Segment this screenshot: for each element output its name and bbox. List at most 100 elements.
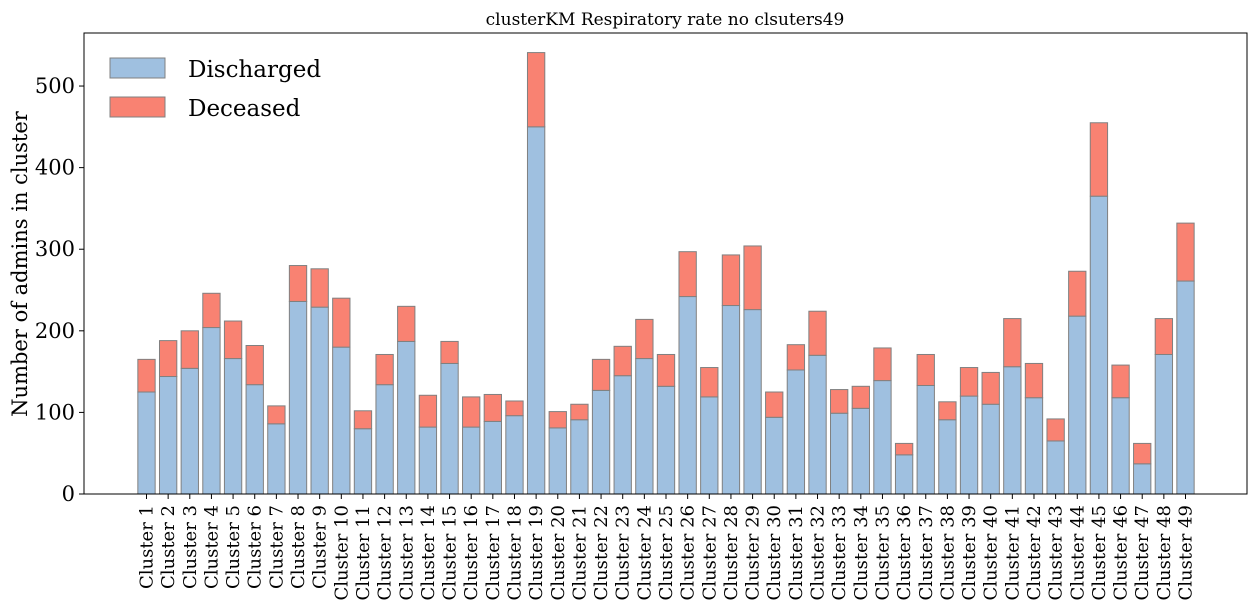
x-tick-label: Cluster 36 [894, 505, 915, 600]
bar-deceased-8 [288, 265, 308, 302]
x-tick-label: Cluster 20 [548, 505, 569, 600]
bar-discharged-46 [1111, 397, 1130, 495]
x-tick-label: Cluster 13 [396, 505, 417, 600]
bar-deceased-29 [743, 245, 762, 311]
legend: Discharged Deceased [109, 57, 321, 122]
bar-deceased-33 [830, 389, 849, 414]
bar-deceased-27 [700, 367, 719, 398]
bar-deceased-35 [873, 347, 892, 382]
x-tick-label: Cluster 45 [1089, 505, 1110, 600]
y-tick-label: 100 [35, 400, 75, 424]
bar-discharged-41 [1003, 366, 1022, 495]
y-axis-ticks: 0 100 200 300 400 500 [35, 74, 84, 506]
bar-discharged-15 [440, 362, 459, 495]
x-tick-label: Cluster 8 [288, 505, 309, 589]
y-tick-label: 500 [35, 74, 75, 98]
bar-discharged-8 [288, 300, 308, 495]
bar-discharged-48 [1154, 353, 1174, 495]
x-tick-label: Cluster 6 [245, 505, 266, 589]
legend-swatch-deceased [109, 96, 166, 118]
bar-discharged-34 [851, 407, 870, 495]
bar-deceased-24 [635, 318, 654, 360]
bar-discharged-23 [613, 375, 632, 495]
bar-discharged-42 [1024, 397, 1044, 495]
bar-discharged-33 [830, 412, 849, 495]
bar-discharged-25 [656, 385, 676, 495]
bar-discharged-14 [418, 426, 438, 495]
x-tick-label: Cluster 32 [808, 505, 829, 600]
bar-deceased-22 [591, 358, 611, 391]
bar-deceased-32 [808, 310, 827, 356]
bar-deceased-21 [570, 403, 589, 421]
bar-deceased-10 [332, 297, 351, 348]
chart-title: clusterKM Respiratory rate no clsuters49 [486, 10, 845, 30]
bar-deceased-26 [678, 251, 697, 298]
bar-discharged-27 [700, 396, 719, 495]
bar-discharged-5 [223, 358, 243, 495]
x-tick-label: Cluster 21 [569, 505, 590, 600]
x-tick-label: Cluster 14 [418, 505, 439, 600]
bar-discharged-4 [202, 327, 221, 495]
bar-discharged-39 [959, 395, 979, 495]
bar-discharged-49 [1176, 280, 1195, 495]
bar-deceased-45 [1089, 122, 1109, 197]
bar-discharged-38 [938, 419, 957, 495]
x-tick-label: Cluster 4 [201, 505, 222, 589]
x-tick-label: Cluster 29 [743, 505, 764, 600]
x-tick-label: Cluster 38 [937, 505, 958, 600]
x-tick-label: Cluster 33 [829, 505, 850, 600]
bar-deceased-19 [526, 52, 546, 128]
bar-discharged-26 [678, 296, 697, 495]
bar-deceased-47 [1133, 442, 1152, 465]
x-tick-label: Cluster 15 [440, 505, 461, 600]
bar-deceased-7 [267, 405, 286, 425]
bar-discharged-17 [483, 420, 502, 495]
x-tick-label: Cluster 5 [223, 505, 244, 589]
x-tick-label: Cluster 24 [634, 505, 655, 600]
x-tick-label: Cluster 10 [331, 505, 352, 600]
bar-discharged-24 [635, 358, 654, 495]
bar-deceased-36 [894, 442, 914, 456]
bar-discharged-29 [743, 309, 762, 495]
x-axis-ticks: Cluster 1 Cluster 2 Cluster 3 Cluster 4 Clus… [137, 494, 1197, 600]
legend-label-discharged: Discharged [188, 57, 321, 83]
bar-discharged-7 [267, 423, 286, 495]
bar-deceased-12 [375, 353, 394, 386]
bar-discharged-12 [375, 384, 394, 495]
x-tick-label: Cluster 22 [591, 505, 612, 600]
x-tick-label: Cluster 23 [613, 505, 634, 600]
x-tick-label: Cluster 48 [1154, 505, 1175, 600]
bar-deceased-42 [1024, 362, 1044, 399]
x-tick-label: Cluster 31 [786, 505, 807, 600]
x-tick-label: Cluster 2 [158, 505, 179, 589]
legend-label-deceased: Deceased [188, 96, 301, 122]
bar-discharged-22 [591, 389, 611, 495]
x-tick-label: Cluster 40 [981, 505, 1002, 600]
bar-deceased-11 [353, 410, 373, 430]
bar-discharged-28 [721, 305, 741, 495]
x-tick-label: Cluster 11 [353, 505, 374, 600]
bar-deceased-16 [462, 396, 481, 428]
x-tick-label: Cluster 16 [461, 505, 482, 600]
bar-deceased-13 [397, 305, 416, 342]
bar-discharged-20 [548, 427, 567, 495]
y-tick-label: 0 [62, 482, 75, 506]
bar-discharged-2 [158, 376, 178, 495]
x-tick-label: Cluster 39 [959, 505, 980, 600]
bar-deceased-14 [418, 394, 438, 428]
x-tick-label: Cluster 12 [375, 505, 396, 600]
bar-deceased-38 [938, 401, 957, 421]
bar-deceased-34 [851, 385, 870, 409]
bar-deceased-17 [483, 393, 502, 422]
bar-discharged-18 [505, 415, 524, 495]
bar-deceased-37 [916, 353, 935, 386]
x-tick-label: Cluster 28 [721, 505, 742, 600]
bar-deceased-3 [180, 330, 199, 369]
x-tick-label: Cluster 7 [266, 505, 287, 589]
y-tick-label: 400 [35, 156, 75, 180]
bar-deceased-6 [245, 345, 264, 386]
bar-deceased-18 [505, 400, 524, 417]
x-tick-label: Cluster 49 [1176, 505, 1197, 600]
bar-discharged-35 [873, 380, 892, 495]
bar-discharged-31 [786, 369, 806, 495]
